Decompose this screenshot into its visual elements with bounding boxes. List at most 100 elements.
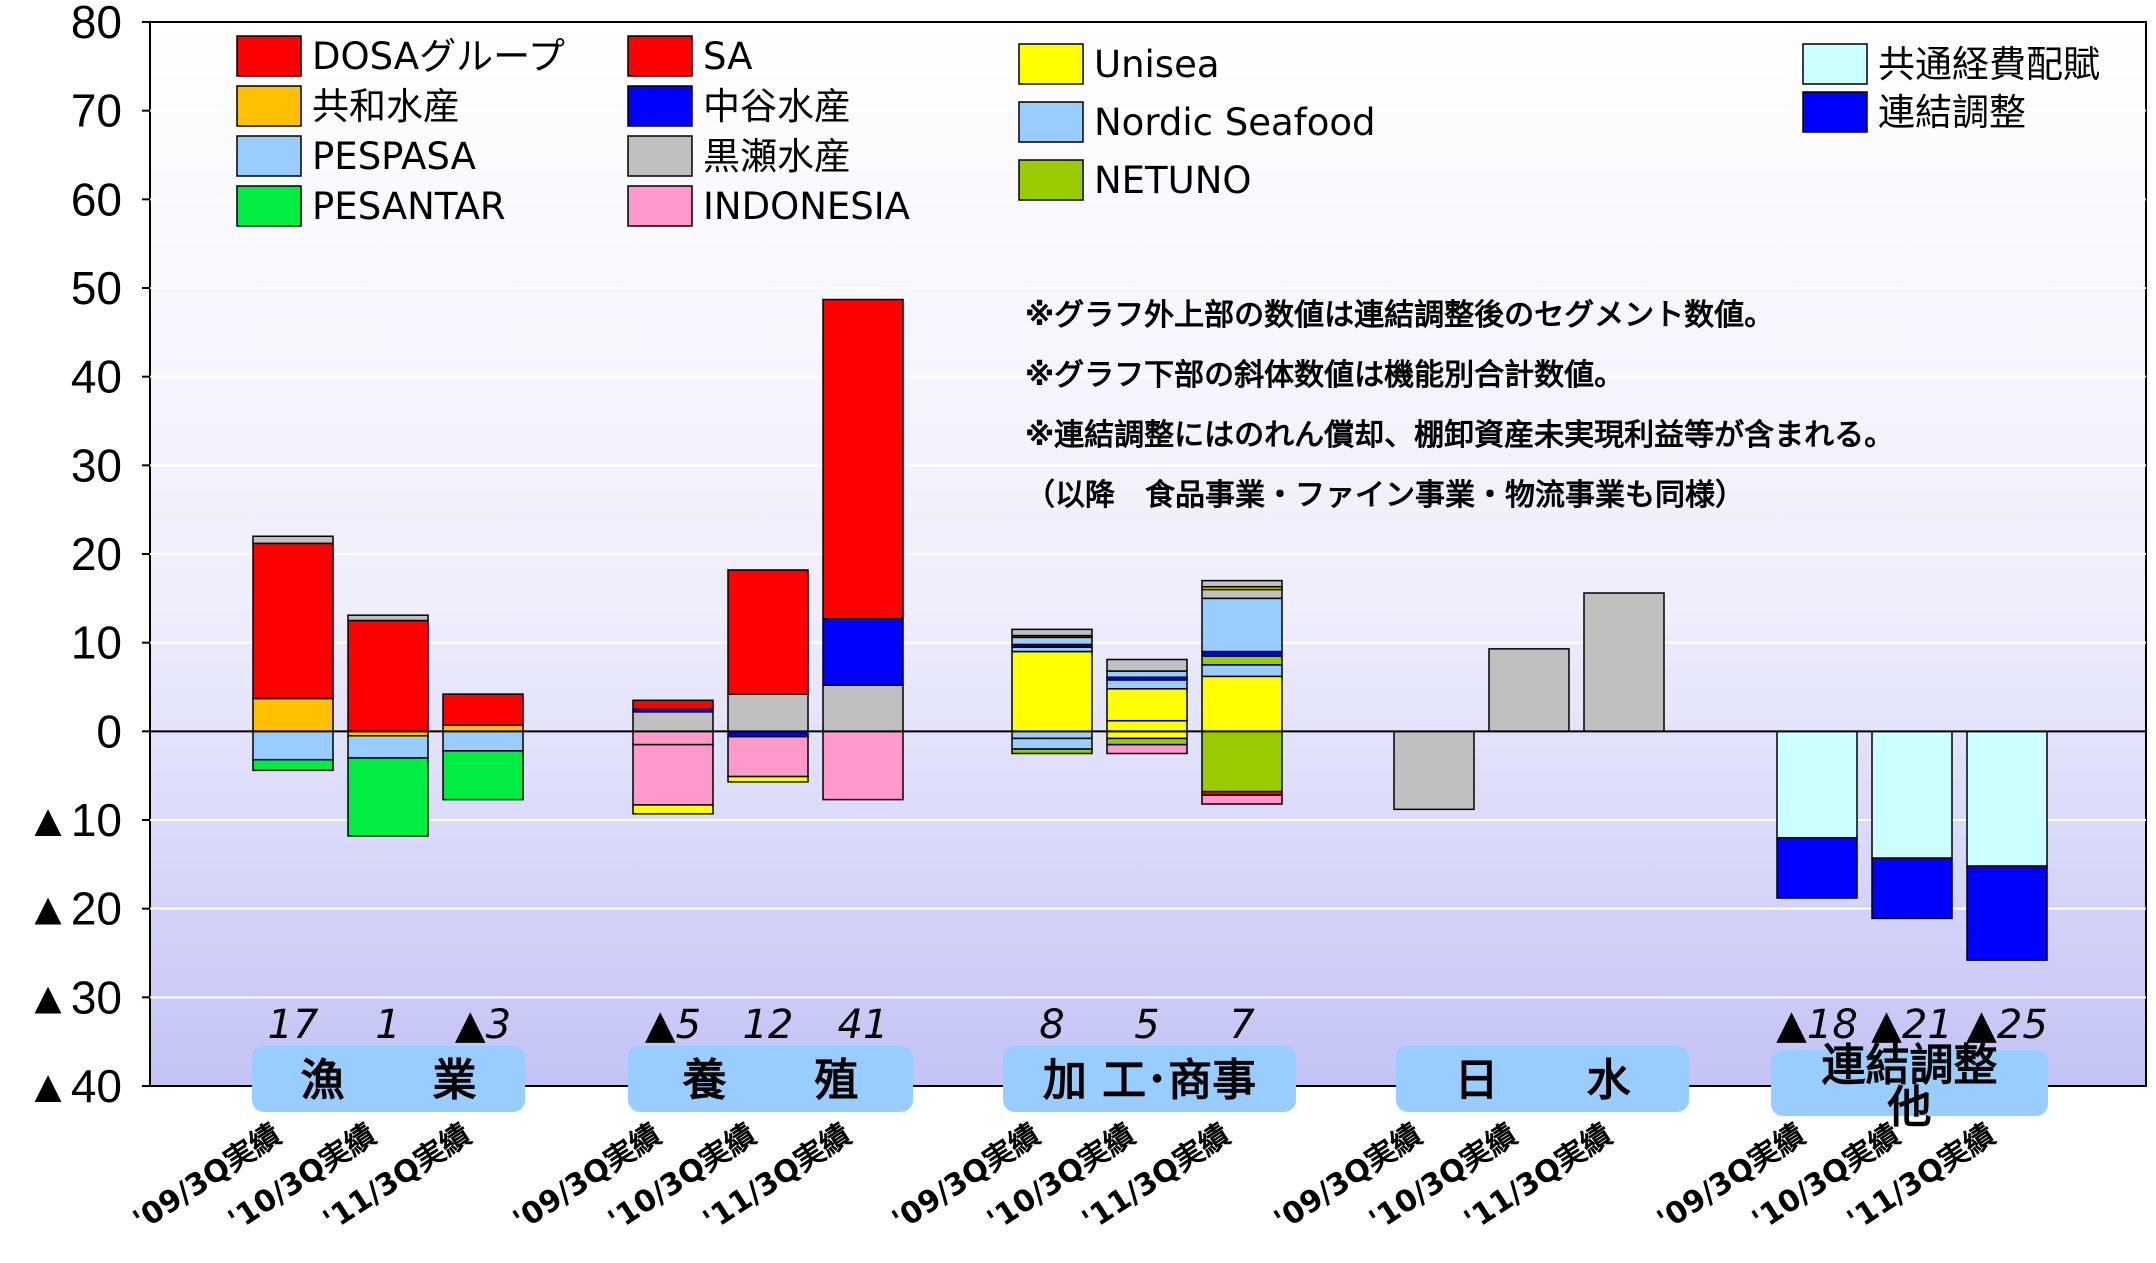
- bar-segment: [1106, 688, 1188, 722]
- bar-segment: [1011, 730, 1093, 740]
- bar-segment: [347, 619, 429, 733]
- bar-segment: [1106, 743, 1188, 755]
- group-label: 他: [1887, 1082, 1932, 1133]
- bar-segment: [252, 535, 334, 545]
- function-total: ▲18: [1776, 1002, 1858, 1048]
- function-total: 7: [1229, 1002, 1255, 1048]
- legend-label: SA: [703, 35, 752, 78]
- legend-swatch: [627, 85, 693, 127]
- y-tick-label: 30: [71, 439, 122, 491]
- bar-segment: [727, 775, 809, 783]
- bar-segment: [1201, 794, 1283, 805]
- bar-segment: [1011, 636, 1093, 646]
- bar-segment: [822, 298, 904, 620]
- legend-label: DOSAグループ: [312, 35, 565, 78]
- bar-segment: [1106, 679, 1188, 690]
- bar-segment: [1201, 588, 1283, 600]
- bar-segment: [1201, 655, 1283, 666]
- function-total: ▲5: [645, 1002, 701, 1048]
- legend-label: PESPASA: [312, 135, 476, 178]
- function-total: 8: [1039, 1002, 1064, 1048]
- bar-segment: [1106, 730, 1188, 740]
- y-tick-label: 40: [71, 351, 122, 403]
- group-label: 加 工･商事: [1043, 1055, 1256, 1106]
- group-label: 連結調整: [1822, 1040, 1998, 1091]
- bar-segment: [1583, 592, 1665, 733]
- chart-note: ※連結調整にはのれん償却、棚卸資産未実現利益等が含まれる。: [1025, 418, 1894, 453]
- bar-segment: [1106, 737, 1188, 746]
- function-total: 17: [268, 1002, 319, 1048]
- bar-segment: [252, 758, 334, 772]
- legend-swatch: [627, 135, 693, 177]
- legend-swatch: [1018, 43, 1084, 85]
- legend-swatch: [236, 135, 302, 177]
- legend-label: PESANTAR: [312, 185, 506, 228]
- function-totals: 17 1 ▲3 ▲5 12 41 8 5 7 ▲18 ▲21 ▲25: [268, 1002, 2048, 1048]
- group-label: 養 殖: [682, 1055, 859, 1106]
- legend-swatch: [236, 85, 302, 127]
- legend-swatch: [236, 185, 302, 227]
- bar-segment: [347, 735, 429, 759]
- y-tick-label: ▲40: [25, 1060, 122, 1112]
- bar-segment: [632, 730, 714, 746]
- legend-label: Unisea: [1094, 43, 1220, 86]
- bar-segment: [252, 730, 334, 761]
- bar-segment: [1488, 648, 1570, 733]
- bar-segment: [1966, 865, 2048, 961]
- bar-segment: [1106, 719, 1188, 733]
- group-label-box: [252, 1046, 525, 1112]
- y-tick-label: 70: [71, 85, 122, 137]
- y-tick-label: 50: [71, 262, 122, 314]
- bar-segment: [632, 699, 714, 710]
- y-tick-label: ▲20: [25, 883, 122, 935]
- bar-segment: [1011, 650, 1093, 733]
- legend-swatch: [627, 35, 693, 77]
- bar-segment: [1776, 730, 1858, 839]
- bar-segment: [632, 804, 714, 815]
- y-axis-ticks: 80 70 60 50 40 30 20 10 0 ▲10 ▲20 ▲30 ▲40: [25, 0, 150, 1112]
- function-total: 41: [838, 1002, 889, 1048]
- bar-segment: [822, 730, 904, 801]
- legend-label: NETUNO: [1094, 159, 1252, 202]
- bar-segment: [442, 750, 524, 801]
- y-tick-label: 10: [71, 617, 122, 669]
- x-axis-labels: '09/3Q実績'10/3Q実績'11/3Q実績 '09/3Q実績'10/3Q実績…: [127, 1117, 2001, 1238]
- legend-label: Nordic Seafood: [1094, 101, 1375, 144]
- legend-label: 黒瀬水産: [703, 135, 851, 178]
- bar-segment: [1201, 579, 1283, 588]
- y-tick-label: 20: [71, 528, 122, 580]
- function-total: ▲21: [1871, 1002, 1953, 1048]
- function-total: 5: [1134, 1002, 1159, 1048]
- bar-segment: [1106, 658, 1188, 672]
- function-total: ▲25: [1966, 1002, 2048, 1048]
- legend-swatch: [1802, 91, 1868, 133]
- legend-label: 連結調整: [1878, 91, 2026, 134]
- function-total: 1: [375, 1002, 400, 1048]
- bar-segment: [1106, 670, 1188, 678]
- group-label: 日 水: [1455, 1055, 1632, 1106]
- bar-segment: [347, 757, 429, 837]
- legend-swatch: [1018, 159, 1084, 201]
- group-label-box: [1396, 1046, 1689, 1112]
- bar-segment: [1201, 597, 1283, 653]
- y-tick-label: ▲10: [25, 794, 122, 846]
- bar-segment: [1393, 730, 1475, 811]
- legend-label: 中谷水産: [703, 85, 851, 128]
- bar-segment: [822, 684, 904, 733]
- bar-segment: [1201, 664, 1283, 678]
- bar-segment: [347, 614, 429, 622]
- chart-note: ※グラフ下部の斜体数値は機能別合計数値。: [1025, 358, 1624, 393]
- bar-segment: [1871, 730, 1953, 859]
- legend-swatch: [1802, 43, 1868, 85]
- bar-segment: [1201, 675, 1283, 733]
- bar-segment: [442, 693, 524, 726]
- y-tick-label: 0: [96, 705, 122, 757]
- bar-segment: [442, 730, 524, 752]
- legend-label: INDONESIA: [703, 185, 910, 228]
- legend-label: 共和水産: [312, 85, 460, 128]
- group-label: 漁 業: [301, 1055, 477, 1106]
- y-tick-label: 60: [71, 173, 122, 225]
